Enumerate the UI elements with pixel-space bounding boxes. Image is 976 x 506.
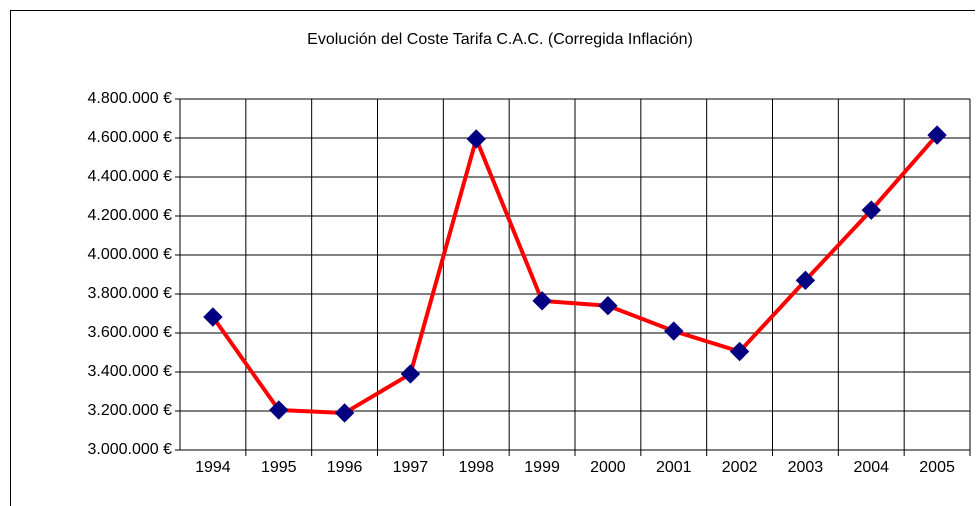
marker [532,291,552,311]
x-tick-label: 1999 [524,459,560,476]
y-tick-label: 3.400.000 € [87,363,172,380]
x-tick-label: 1998 [458,459,494,476]
x-tick-label: 1995 [261,459,297,476]
x-tick-label: 1994 [195,459,231,476]
marker [203,307,223,327]
x-tick-label: 1996 [327,459,363,476]
x-tick-label: 1997 [393,459,429,476]
marker [598,295,618,316]
marker [664,321,684,341]
y-tick-label: 3.200.000 € [87,402,172,419]
y-tick-label: 4.000.000 € [87,246,172,263]
y-tick-label: 3.800.000 € [87,285,172,302]
y-tick-label: 3.000.000 € [87,441,172,458]
x-tick-label: 2005 [919,459,955,476]
y-tick-label: 4.600.000 € [87,129,172,146]
marker [927,125,947,145]
x-tick-label: 2003 [788,459,824,476]
y-tick-label: 4.200.000 € [87,207,172,224]
chart-title: Evolución del Coste Tarifa C.A.C. (Corre… [307,31,693,48]
y-tick-label: 4.400.000 € [87,168,172,185]
marker [795,270,816,291]
marker [466,129,486,149]
marker [729,341,750,362]
marker [861,200,881,220]
x-tick-label: 2000 [590,459,626,476]
y-tick-label: 3.600.000 € [87,324,172,341]
y-tick-label: 4.800.000 € [87,90,172,107]
x-tick-label: 2002 [722,459,758,476]
marker [400,364,421,384]
marker [334,403,355,423]
marker [269,400,289,420]
x-tick-label: 2001 [656,459,692,476]
chart-border [10,10,975,506]
x-tick-label: 2004 [853,459,889,476]
line [211,133,939,415]
